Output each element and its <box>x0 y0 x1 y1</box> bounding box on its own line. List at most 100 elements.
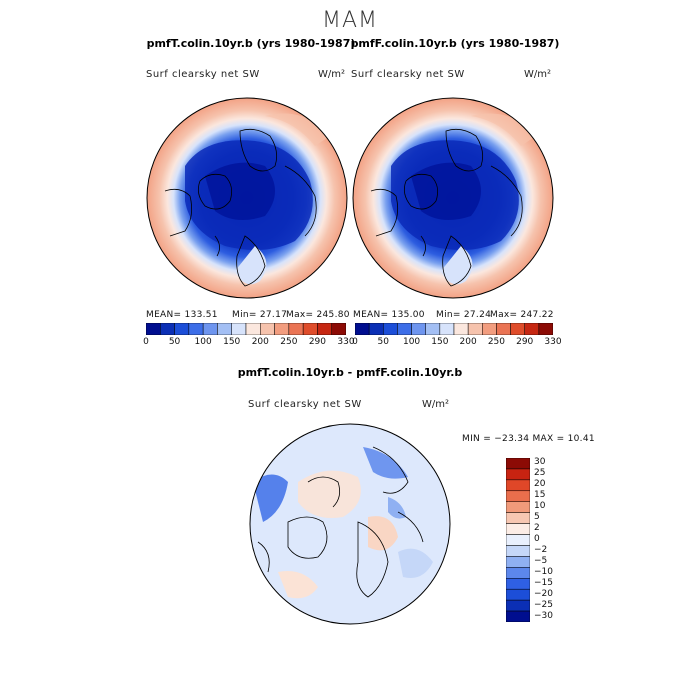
colorbar-swatch <box>506 599 530 612</box>
panel-3-minmax: MIN = −23.34 MAX = 10.41 <box>462 434 595 444</box>
panel-1-min: Min= 27.17 <box>232 310 288 320</box>
colorbar-swatch <box>510 323 525 335</box>
colorbar-tick-label: 330 <box>544 337 562 347</box>
colorbar-tick-label: 200 <box>251 337 269 347</box>
colorbar-ticks-panel-1: 0 50 100 150 200 250 290 330 <box>143 337 354 349</box>
colorbar-tick-label: 50 <box>168 337 181 347</box>
high-value-arc <box>265 113 330 146</box>
colorbar-swatch <box>482 323 497 335</box>
scandinavia-region <box>441 246 473 285</box>
colorbar-tick-label: 290 <box>516 337 534 347</box>
colorbar-swatch <box>274 323 290 335</box>
colorbar-swatch <box>217 323 232 335</box>
colorbar-tick-label: 2 <box>534 523 540 534</box>
colorbar-tick-label: −10 <box>534 566 553 577</box>
panel-1-variable: Surf clearsky net SW <box>146 69 260 80</box>
panel-1-max: Max= 245.80 <box>286 310 350 320</box>
colorbar-swatch <box>231 323 247 335</box>
colorbar-tick-label: −2 <box>534 544 548 555</box>
colorbar-swatch <box>506 545 530 557</box>
colorbar-swatch <box>524 323 540 335</box>
map-border <box>146 97 348 299</box>
colorbar-tick-label: 100 <box>194 337 212 347</box>
panel-1-title: pmfT.colin.10yr.b (yrs 1980-1987) <box>146 37 356 50</box>
map-panel-3-difference <box>249 423 451 625</box>
positive-anomaly <box>278 571 318 599</box>
colorbar-swatch <box>397 323 412 335</box>
colorbar-swatch <box>506 490 530 502</box>
colorbar-swatch <box>506 512 530 524</box>
colorbar-tick-label: 150 <box>223 337 241 347</box>
colorbar-panel-2 <box>355 323 553 335</box>
colorbar-ticks-difference: 30 25 20 15 10 5 2 0 −2 −5 −10 −15 −20 −25 −30 <box>534 457 574 622</box>
colorbar-tick-label: −30 <box>534 610 553 621</box>
colorbar-tick-label: 50 <box>377 337 389 347</box>
panel-3-units: W/m² <box>422 399 450 410</box>
colorbar-swatch <box>506 458 530 470</box>
map-panel-1 <box>146 97 348 299</box>
colorbar-swatch <box>506 610 530 622</box>
panel-3-title: pmfT.colin.10yr.b - pmfF.colin.10yr.b <box>237 366 463 379</box>
colorbar-tick-label: 10 <box>534 501 546 512</box>
colorbar-tick-label: 0 <box>143 337 149 347</box>
negative-anomaly <box>398 548 433 578</box>
coastlines <box>370 128 523 287</box>
colorbar-swatch <box>368 323 384 335</box>
map-border <box>249 423 451 625</box>
colorbar-swatch <box>260 323 275 335</box>
colorbar-tick-label: 290 <box>308 337 327 347</box>
colorbar-tick-label: 15 <box>534 490 546 501</box>
colorbar-swatch <box>506 468 530 481</box>
colorbar-swatch <box>188 323 204 335</box>
colorbar-ticks-panel-2: 0 50 100 150 200 250 290 330 <box>352 337 561 349</box>
field-background <box>250 424 450 624</box>
colorbar-tick-label: 20 <box>534 479 546 490</box>
colorbar-difference <box>506 458 530 622</box>
panel-2-min: Min= 27.24 <box>436 310 492 320</box>
positive-anomaly <box>368 516 398 551</box>
negative-anomaly <box>253 474 288 522</box>
colorbar-tick-label: 250 <box>280 337 298 347</box>
colorbar-swatch <box>411 323 426 335</box>
colorbar-swatch <box>506 556 530 568</box>
colorbar-swatch <box>425 323 441 335</box>
panel-3-variable: Surf clearsky net SW <box>248 399 362 410</box>
colorbar-swatch <box>174 323 190 335</box>
colorbar-tick-label: −25 <box>534 599 553 610</box>
negative-anomaly <box>388 497 406 519</box>
colorbar-swatch <box>496 323 511 335</box>
colorbar-swatch <box>467 323 483 335</box>
colorbar-tick-label: 250 <box>487 337 506 347</box>
colorbar-swatch <box>202 323 218 335</box>
colorbar-tick-label: 0 <box>534 534 540 544</box>
colorbar-tick-label: 330 <box>337 337 355 347</box>
figure-title: MAM <box>321 8 378 33</box>
colorbar-swatch <box>146 323 161 335</box>
colorbar-tick-label: 30 <box>534 457 546 468</box>
colorbar-tick-label: −20 <box>534 588 553 599</box>
colorbar-swatch <box>506 588 530 601</box>
panel-2-title: pmfF.colin.10yr.b (yrs 1980-1987) <box>350 37 560 50</box>
minimum-core <box>411 162 481 220</box>
panel-1-mean: MEAN= 133.51 <box>146 310 218 320</box>
colorbar-swatch <box>506 534 530 546</box>
colorbar-swatch <box>331 323 346 335</box>
colorbar-swatch <box>245 323 261 335</box>
colorbar-tick-label: −5 <box>534 555 548 566</box>
minimum-core <box>205 162 275 220</box>
panel-2-units: W/m² <box>524 69 552 80</box>
colorbar-tick-label: 25 <box>534 468 546 479</box>
panel-1-units: W/m² <box>318 69 346 80</box>
colorbar-swatch <box>383 323 398 335</box>
colorbar-swatch <box>355 323 370 335</box>
colorbar-tick-label: 5 <box>534 512 540 523</box>
colorbar-swatch <box>506 479 530 492</box>
colorbar-swatch <box>302 323 318 335</box>
colorbar-swatch <box>506 578 530 590</box>
colorbar-swatch <box>506 567 530 579</box>
coastlines <box>164 128 317 287</box>
colorbar-swatch <box>317 323 332 335</box>
colorbar-swatch <box>288 323 304 335</box>
colorbar-tick-label: 100 <box>402 337 421 347</box>
colorbar-swatch <box>453 323 469 335</box>
